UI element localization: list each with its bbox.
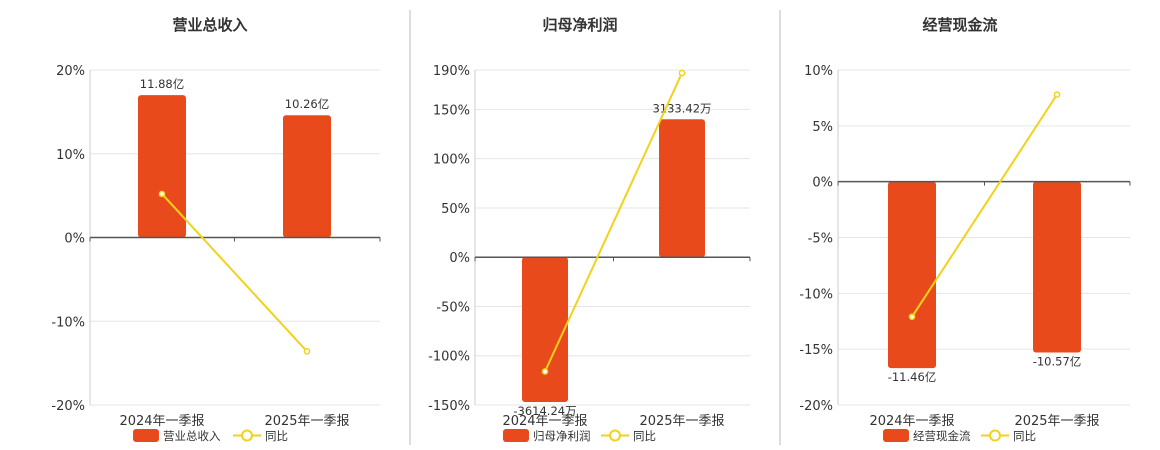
bar-data-label: 3133.42万 (652, 101, 711, 115)
y-tick-label: 10% (804, 64, 833, 79)
bar (522, 257, 568, 403)
chart-panel-3: 经营现金流 10% 5% 0% -5% -10% -15% -20% -11.46亿 -10.57… (799, 16, 1131, 443)
yoy-point (541, 368, 549, 375)
bar-data-label: 10.26亿 (285, 97, 329, 111)
y-tick-label: 100% (433, 153, 470, 168)
bar (888, 181, 936, 369)
y-tick-label: 150% (433, 103, 470, 118)
y-tick-label: -100% (428, 350, 470, 365)
yoy-line (161, 193, 308, 353)
y-tick-label: -50% (436, 300, 470, 315)
bar-data-label: 11.88亿 (140, 77, 184, 91)
yoy-point (678, 69, 686, 77)
yoy-point (158, 190, 166, 198)
bar (659, 119, 705, 258)
bar-data-label: -11.46亿 (888, 370, 937, 384)
bar-data-label: -3614.24万 (513, 404, 576, 418)
yoy-point (1053, 91, 1061, 98)
x-category-label: 2024年一季报 (869, 414, 954, 429)
x-category-label: 2025年一季报 (639, 414, 724, 429)
chart-panel-2: 归母净利润 190% 150% 100% 50% 0% -50% -100% -150% -361… (428, 16, 751, 443)
y-tick-label: -10% (51, 315, 85, 330)
chart-title: 归母净利润 (542, 16, 617, 34)
x-category-label: 2025年一季报 (264, 414, 349, 429)
legend-line-label: 同比 (633, 429, 656, 443)
legend-bar-swatch (883, 429, 909, 442)
legend-bar-swatch (133, 429, 159, 442)
legend-bar-label: 营业总收入 (163, 429, 221, 443)
x-category-label: 2025年一季报 (1014, 414, 1099, 429)
y-tick-label: 20% (56, 64, 85, 79)
chart-panel-1: 营业总收入 20% 10% 0% -10% -20% 11.88亿 10.26亿 2024年一季… (51, 16, 381, 443)
legend-line-label: 同比 (1013, 429, 1036, 443)
yoy-line (544, 72, 683, 372)
chart-title: 营业总收入 (172, 16, 247, 34)
y-tick-label: 0% (812, 176, 833, 191)
yoy-line (911, 94, 1058, 318)
x-category-label: 2024年一季报 (119, 414, 204, 429)
y-tick-label: -150% (428, 399, 470, 414)
yoy-point (908, 313, 916, 321)
legend-bar-swatch (503, 429, 529, 442)
y-tick-label: 0% (64, 232, 85, 247)
y-tick-label: -15% (799, 343, 833, 358)
y-tick-label: 10% (56, 148, 85, 163)
y-tick-label: -5% (808, 232, 833, 247)
bar (138, 95, 186, 238)
y-tick-label: 50% (441, 202, 470, 217)
legend-line-marker (241, 429, 253, 442)
x-category-label: 2024年一季报 (502, 414, 587, 429)
y-tick-label: 5% (812, 120, 833, 135)
y-tick-label: -20% (799, 399, 833, 414)
bar-data-label: -10.57亿 (1033, 355, 1082, 369)
y-tick-label: -20% (51, 399, 85, 414)
y-tick-label: 0% (449, 251, 470, 266)
bar (1033, 181, 1081, 353)
y-tick-label: 190% (433, 64, 470, 79)
legend-line-label: 同比 (265, 429, 288, 443)
legend-bar-label: 经营现金流 (913, 429, 971, 443)
y-tick-label: -10% (799, 287, 833, 302)
legend-line-marker (609, 429, 621, 442)
chart-title: 经营现金流 (922, 16, 997, 34)
bar (283, 115, 331, 238)
legend-bar-label: 归母净利润 (533, 429, 591, 443)
yoy-point (303, 348, 311, 355)
legend-line-marker (989, 429, 1001, 442)
